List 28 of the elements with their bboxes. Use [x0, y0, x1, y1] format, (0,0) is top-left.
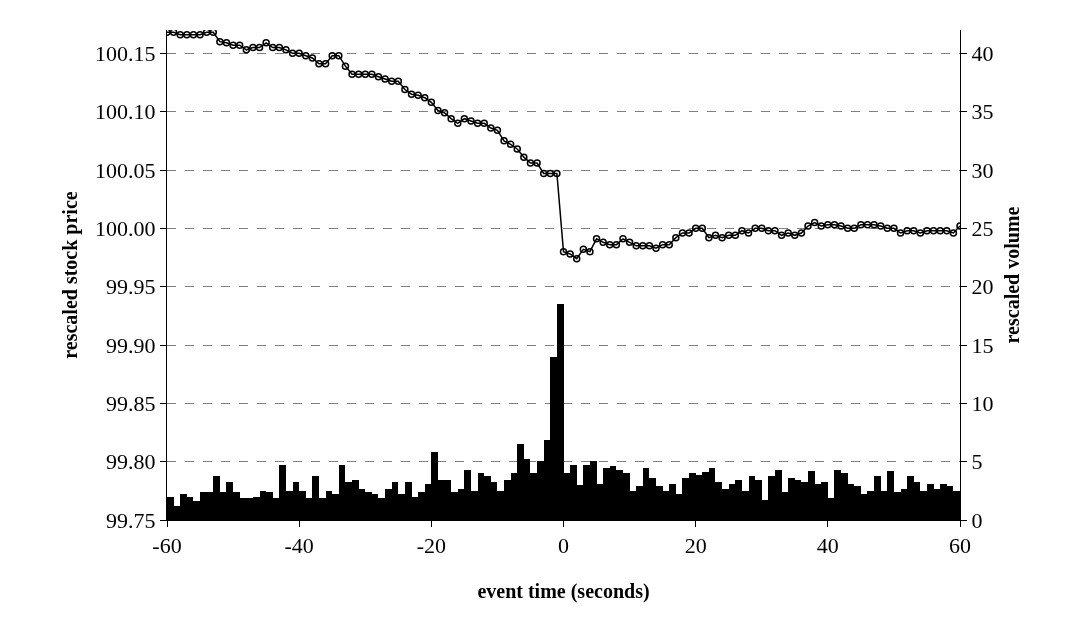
y-tick-label: 100.10: [95, 99, 156, 125]
y-tick-label: 99.80: [106, 449, 156, 475]
y-tick-label: 100.05: [95, 157, 156, 183]
x-tick-label: 60: [949, 533, 971, 559]
y-tick-label: 99.75: [106, 507, 156, 533]
y2-tick-label: 0: [971, 507, 983, 533]
y-tick-label: 99.90: [106, 332, 156, 358]
y2-tick-label: 30: [971, 157, 994, 183]
y2-tick-label: 10: [971, 391, 994, 417]
y2-tick-label: 25: [971, 216, 994, 242]
y2-axis-title: rescaled volume: [1000, 206, 1023, 344]
y-axis-title: rescaled stock price: [58, 191, 82, 359]
x-tick-label: 0: [558, 533, 569, 559]
x-tick-label: -40: [284, 533, 314, 559]
y2-tick-label: 35: [971, 99, 994, 125]
x-tick-label: 20: [684, 533, 707, 559]
x-tick-label: -20: [416, 533, 446, 559]
y2-tick-label: 15: [971, 332, 994, 358]
y-tick-label: 100.00: [95, 216, 156, 242]
x-tick-label: -60: [152, 533, 182, 559]
y-tick-label: 99.85: [106, 391, 156, 417]
y-tick-label: 99.95: [106, 274, 156, 300]
y-tick-label: 100.15: [95, 41, 156, 67]
x-axis-title: event time (seconds): [477, 579, 650, 603]
y2-tick-label: 5: [971, 449, 983, 475]
y2-tick-label: 20: [971, 274, 994, 300]
y2-tick-label: 40: [971, 41, 994, 67]
x-tick-label: 40: [816, 533, 839, 559]
